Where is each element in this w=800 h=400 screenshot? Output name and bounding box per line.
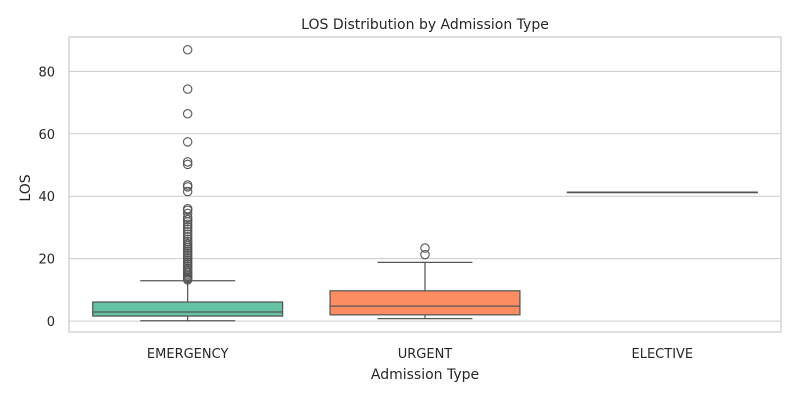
- outlier-point: [182, 224, 193, 235]
- outlier-point: [182, 208, 193, 219]
- outlier-point: [182, 232, 193, 242]
- boxes: [92, 45, 758, 322]
- outlier-point: [182, 186, 193, 197]
- outlier-point: [182, 159, 193, 170]
- outlier-point: [182, 157, 193, 167]
- outlier-point: [182, 203, 193, 214]
- y-tick-label: 0: [47, 315, 55, 330]
- box-iqr: [329, 290, 521, 316]
- outlier-point: [182, 234, 193, 245]
- box-elective: [566, 191, 758, 194]
- box-emergency: [92, 45, 284, 322]
- outlier-point: [182, 84, 193, 94]
- y-tick-label: 20: [38, 253, 55, 268]
- box-urgent: [329, 243, 521, 320]
- outlier-point: [182, 180, 193, 190]
- x-tick-label: EMERGENCY: [147, 347, 229, 362]
- outlier-point: [182, 222, 193, 232]
- outlier-point: [182, 219, 193, 230]
- y-tick-label: 40: [38, 190, 55, 205]
- plot-area-frame: [68, 36, 782, 333]
- outlier-point: [182, 137, 193, 147]
- outlier-point: [420, 249, 430, 260]
- y-tick-label: 80: [38, 65, 55, 80]
- y-tick-label: 60: [38, 128, 55, 143]
- outlier-point: [420, 243, 430, 253]
- outlier-point: [182, 45, 193, 55]
- x-tick-label: ELECTIVE: [632, 347, 694, 362]
- x-axis-label: Admission Type: [371, 367, 479, 383]
- y-axis-ticks: 0 20 40 60 80: [38, 65, 55, 330]
- box-iqr: [92, 301, 284, 317]
- y-axis-label: LOS: [18, 174, 34, 201]
- outlier-point: [182, 227, 193, 237]
- outlier-point: [182, 229, 193, 240]
- x-axis-ticks: EMERGENCY URGENT ELECTIVE: [147, 347, 693, 362]
- outlier-point: [182, 109, 193, 119]
- x-tick-label: URGENT: [398, 347, 453, 362]
- chart-title: LOS Distribution by Admission Type: [301, 17, 549, 33]
